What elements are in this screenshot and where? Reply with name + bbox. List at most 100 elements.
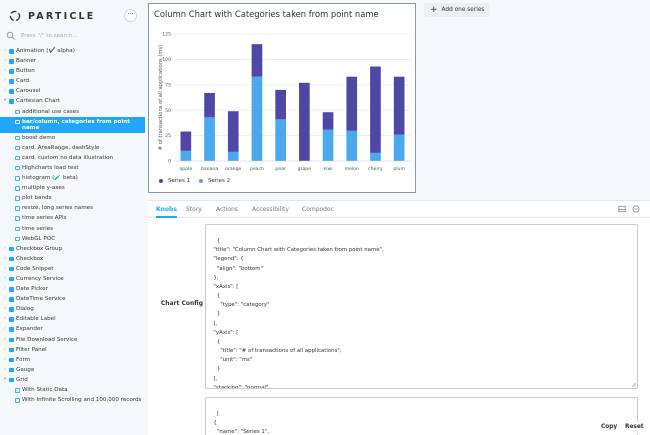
bar-series-2[interactable] bbox=[204, 117, 215, 161]
chevron-right-icon: › bbox=[4, 68, 6, 74]
bar-series-1[interactable] bbox=[370, 66, 381, 153]
sidebar-group[interactable]: › Animation (✔️ alpha) bbox=[0, 46, 145, 56]
sidebar-group[interactable]: › Card bbox=[0, 76, 145, 86]
story-icon bbox=[15, 165, 20, 171]
sidebar-menu-button[interactable]: ··· bbox=[124, 9, 137, 22]
component-icon bbox=[9, 357, 14, 363]
sidebar-group[interactable]: › File Download Service bbox=[0, 335, 145, 345]
sidebar-story[interactable]: histogram (🧪 beta) bbox=[0, 173, 145, 183]
sidebar-group[interactable]: › Carousel bbox=[0, 86, 145, 96]
bar-series-1[interactable] bbox=[393, 76, 405, 135]
y-tick-label: 50 bbox=[165, 108, 171, 114]
sidebar-story[interactable]: WebGL POC bbox=[0, 234, 145, 244]
bar-series-2[interactable] bbox=[227, 151, 239, 161]
story-icon bbox=[15, 186, 20, 191]
component-icon bbox=[9, 287, 14, 292]
chevron-right-icon: › bbox=[4, 306, 6, 312]
bar-series-1[interactable] bbox=[322, 112, 334, 130]
series-config-editor[interactable]: [ { "name": "Series 1", "visualizationTy… bbox=[205, 397, 638, 435]
sidebar-story[interactable]: time series APIs bbox=[0, 213, 145, 223]
bar-series-2[interactable] bbox=[393, 134, 405, 161]
sidebar-group[interactable]: › Form bbox=[0, 355, 145, 365]
sidebar-story[interactable]: bar/column, categories from point name bbox=[0, 116, 145, 133]
reset-button[interactable]: Reset bbox=[621, 422, 648, 433]
sidebar-story[interactable]: With Static Data bbox=[0, 385, 145, 395]
sidebar-story[interactable]: boost demo bbox=[0, 133, 145, 143]
copy-button[interactable]: Copy bbox=[597, 422, 622, 433]
tab-accessibility[interactable]: Accessibility bbox=[252, 206, 289, 213]
bar-series-2[interactable] bbox=[346, 130, 358, 161]
sidebar-group[interactable]: › Editable Label bbox=[0, 314, 145, 324]
tab-story[interactable]: Story bbox=[186, 206, 202, 213]
story-icon bbox=[15, 196, 20, 201]
x-tick-label: kiwi bbox=[324, 166, 333, 172]
sidebar-story[interactable]: additional use cases bbox=[0, 107, 145, 117]
brand[interactable]: PARTICLE bbox=[9, 9, 95, 23]
sidebar-story[interactable]: Highcharts load test bbox=[0, 163, 145, 173]
sidebar-group[interactable]: › Date Picker bbox=[0, 284, 145, 294]
sidebar: PARTICLE ··· › Animation (✔️ alpha) › Banne… bbox=[0, 0, 145, 435]
sidebar-story[interactable]: time series bbox=[0, 224, 145, 234]
sidebar-group[interactable]: › Expander bbox=[0, 324, 145, 334]
bar-series-1[interactable] bbox=[251, 44, 263, 77]
bar-series-2[interactable] bbox=[251, 76, 263, 161]
add-series-button[interactable]: + Add one series bbox=[424, 3, 491, 17]
sidebar-story[interactable]: multiple y-axes bbox=[0, 183, 145, 193]
legend-item-series-2[interactable]: Series 2 bbox=[199, 178, 230, 184]
resize-handle-icon[interactable] bbox=[631, 382, 636, 387]
sidebar-item-label: Currency Service bbox=[16, 275, 64, 282]
sidebar-group[interactable]: › Gauge bbox=[0, 365, 145, 375]
bar-series-2[interactable] bbox=[180, 150, 192, 161]
sidebar-group[interactable]: › Currency Service bbox=[0, 274, 145, 284]
sidebar-item-label: Animation (✔️ alpha) bbox=[16, 48, 75, 54]
component-icon bbox=[9, 327, 14, 332]
component-icon bbox=[9, 266, 14, 272]
component-icon bbox=[9, 99, 14, 104]
sidebar-group[interactable]: › Banner bbox=[0, 56, 145, 66]
x-tick-label: peach bbox=[250, 166, 264, 172]
component-icon bbox=[9, 377, 14, 383]
chart-config-editor[interactable]: { "title": "Column Chart with Categories… bbox=[205, 224, 638, 389]
sidebar-story[interactable]: resize, long series names bbox=[0, 203, 145, 213]
bar-series-1[interactable] bbox=[204, 92, 215, 118]
chevron-right-icon: › bbox=[4, 286, 6, 292]
sidebar-story[interactable]: With Infinite Scrolling and 100,000 reco… bbox=[0, 395, 145, 405]
brand-name: PARTICLE bbox=[28, 10, 96, 22]
story-icon bbox=[15, 135, 20, 141]
bar-series-2[interactable] bbox=[322, 129, 334, 161]
sidebar-group[interactable]: › DateTime Service bbox=[0, 294, 145, 304]
sidebar-story[interactable]: plot bands bbox=[0, 193, 145, 203]
bar-series-1[interactable] bbox=[346, 76, 358, 131]
sidebar-group[interactable]: ▾ Cartesian Chart bbox=[0, 96, 145, 106]
search-input[interactable] bbox=[21, 32, 136, 39]
panel-layout-icon[interactable] bbox=[618, 205, 626, 213]
bar-series-2[interactable] bbox=[370, 152, 381, 161]
sidebar-group[interactable]: › Filter Panel bbox=[0, 345, 145, 355]
sidebar-item-label: Highcharts load test bbox=[22, 164, 79, 171]
chevron-right-icon: › bbox=[4, 346, 6, 352]
chevron-right-icon: › bbox=[4, 356, 6, 362]
tab-compodoc[interactable]: Compodoc bbox=[302, 206, 334, 213]
tab-actions[interactable]: Actions bbox=[216, 206, 238, 213]
sidebar-group[interactable]: ▾ Grid bbox=[0, 375, 145, 385]
tab-knobs[interactable]: Knobs bbox=[156, 201, 177, 218]
bar-series-1[interactable] bbox=[180, 131, 192, 151]
bar-series-1[interactable] bbox=[299, 82, 310, 161]
chevron-right-icon: › bbox=[4, 255, 6, 261]
component-icon bbox=[9, 49, 14, 54]
bar-series-1[interactable] bbox=[227, 111, 239, 152]
bar-series-1[interactable] bbox=[275, 89, 286, 120]
sidebar-story[interactable]: card, AreaRange, dashStyle bbox=[0, 143, 145, 153]
sidebar-group[interactable]: › Dialog bbox=[0, 304, 145, 314]
x-tick-label: pear bbox=[275, 166, 286, 172]
sidebar-group[interactable]: › Checkbox Group bbox=[0, 244, 145, 254]
y-axis-label: # of transactions of all applications (m… bbox=[158, 45, 164, 150]
x-tick-label: grape bbox=[298, 166, 312, 172]
sidebar-group[interactable]: › Checkbox bbox=[0, 254, 145, 264]
close-panel-icon[interactable] bbox=[632, 205, 640, 213]
sidebar-story[interactable]: card, custom no data illustration bbox=[0, 153, 145, 163]
legend-item-series-1[interactable]: Series 1 bbox=[159, 178, 190, 184]
bar-series-2[interactable] bbox=[275, 119, 286, 161]
sidebar-group[interactable]: › Button bbox=[0, 66, 145, 76]
sidebar-group[interactable]: › Code Snippet bbox=[0, 264, 145, 274]
